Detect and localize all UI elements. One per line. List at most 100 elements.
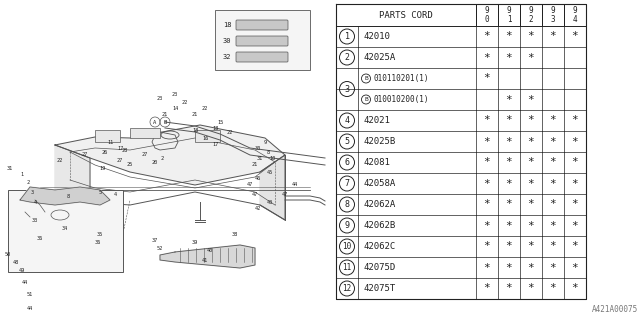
Text: *: * — [527, 116, 534, 125]
Text: 50: 50 — [5, 252, 11, 258]
Text: 42062A: 42062A — [363, 200, 396, 209]
Text: *: * — [527, 179, 534, 188]
Text: 27: 27 — [82, 153, 88, 157]
Text: 52: 52 — [157, 245, 163, 251]
Text: 7: 7 — [105, 197, 108, 203]
Text: *: * — [484, 157, 490, 167]
Text: *: * — [527, 31, 534, 42]
Polygon shape — [20, 187, 110, 205]
Text: 21: 21 — [162, 113, 168, 117]
Text: 9
1: 9 1 — [507, 6, 511, 24]
Text: 31: 31 — [7, 165, 13, 171]
Text: 10: 10 — [269, 156, 275, 161]
Text: 44: 44 — [22, 279, 28, 284]
Text: B: B — [364, 76, 368, 81]
Text: A421A00075: A421A00075 — [592, 305, 638, 314]
Text: 35: 35 — [97, 233, 103, 237]
Text: *: * — [572, 220, 579, 230]
Text: 42: 42 — [255, 205, 261, 211]
Text: 22: 22 — [227, 130, 233, 134]
Text: 9
0: 9 0 — [484, 6, 490, 24]
FancyBboxPatch shape — [215, 10, 310, 70]
Text: PARTS CORD: PARTS CORD — [379, 11, 433, 20]
Text: 20: 20 — [152, 159, 158, 164]
Text: *: * — [527, 199, 534, 210]
Text: *: * — [527, 157, 534, 167]
Text: 36: 36 — [95, 239, 101, 244]
Text: *: * — [572, 31, 579, 42]
Text: 2: 2 — [26, 180, 29, 186]
Text: 5: 5 — [344, 137, 349, 146]
Text: *: * — [484, 52, 490, 62]
Text: *: * — [506, 284, 513, 293]
Text: *: * — [550, 137, 556, 147]
Text: 16: 16 — [202, 135, 208, 140]
Text: *: * — [506, 116, 513, 125]
Text: 45: 45 — [267, 170, 273, 174]
Text: 4: 4 — [113, 193, 116, 197]
Text: 4: 4 — [60, 250, 63, 254]
Text: *: * — [484, 262, 490, 273]
Text: 10: 10 — [342, 242, 351, 251]
Text: 41: 41 — [202, 258, 208, 262]
Text: *: * — [484, 284, 490, 293]
Text: 38: 38 — [232, 233, 238, 237]
Text: *: * — [506, 94, 513, 105]
Text: 8: 8 — [344, 200, 349, 209]
Text: 37: 37 — [152, 237, 158, 243]
Text: 8: 8 — [67, 194, 70, 198]
Text: 42081: 42081 — [363, 158, 390, 167]
Text: 43: 43 — [267, 199, 273, 204]
Text: 27: 27 — [117, 157, 123, 163]
Text: 14: 14 — [172, 106, 178, 110]
Text: 49: 49 — [19, 268, 25, 273]
Text: 47: 47 — [247, 182, 253, 188]
Text: *: * — [550, 220, 556, 230]
Text: *: * — [550, 199, 556, 210]
Text: B: B — [364, 97, 368, 102]
Text: 15: 15 — [217, 119, 223, 124]
Text: *: * — [550, 116, 556, 125]
Text: 9
2: 9 2 — [529, 6, 533, 24]
Text: 4: 4 — [344, 116, 349, 125]
Text: 51: 51 — [27, 292, 33, 298]
Text: *: * — [550, 262, 556, 273]
Text: B: B — [163, 119, 166, 124]
Text: 32: 32 — [223, 54, 232, 60]
Text: 33: 33 — [32, 218, 38, 222]
Text: *: * — [572, 242, 579, 252]
Text: 9
3: 9 3 — [550, 6, 556, 24]
FancyBboxPatch shape — [95, 130, 120, 142]
Text: 010010200(1): 010010200(1) — [373, 95, 429, 104]
Text: *: * — [506, 157, 513, 167]
Text: 2: 2 — [344, 53, 349, 62]
Text: *: * — [484, 242, 490, 252]
Text: 1: 1 — [20, 172, 24, 178]
Text: *: * — [484, 220, 490, 230]
Text: *: * — [572, 179, 579, 188]
Text: 42058A: 42058A — [363, 179, 396, 188]
Text: A: A — [154, 119, 157, 124]
Text: *: * — [527, 284, 534, 293]
Text: *: * — [484, 137, 490, 147]
FancyBboxPatch shape — [236, 20, 288, 30]
Text: 48: 48 — [13, 260, 19, 265]
Text: *: * — [484, 199, 490, 210]
Polygon shape — [55, 145, 90, 202]
Polygon shape — [160, 245, 255, 268]
Text: 30: 30 — [255, 146, 261, 150]
Text: 23: 23 — [172, 92, 178, 98]
Text: 19: 19 — [99, 165, 105, 171]
Text: 42025A: 42025A — [363, 53, 396, 62]
Text: 17: 17 — [117, 146, 123, 150]
Text: *: * — [506, 179, 513, 188]
Text: 42075T: 42075T — [363, 284, 396, 293]
Text: 21: 21 — [252, 163, 258, 167]
FancyBboxPatch shape — [130, 128, 160, 138]
Text: 34: 34 — [62, 226, 68, 230]
Text: 9: 9 — [264, 140, 267, 145]
Text: 44: 44 — [27, 306, 33, 310]
Text: 8: 8 — [95, 245, 99, 251]
Text: 22: 22 — [202, 106, 208, 110]
Text: *: * — [572, 137, 579, 147]
